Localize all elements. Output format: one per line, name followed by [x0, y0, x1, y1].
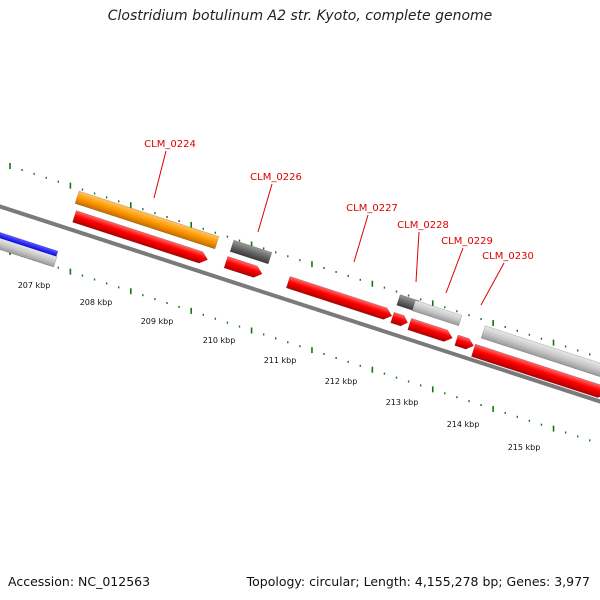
map-title: Clostridium botulinum A2 str. Kyoto, com… — [107, 8, 493, 24]
gene-clm-0230 — [471, 343, 600, 398]
gene-clm-0224-orange — [74, 190, 220, 250]
gene-clm-0229-light — [411, 299, 463, 327]
feature-track — [0, 190, 600, 398]
gene-label-leader — [153, 150, 167, 199]
gene-label: CLM_0224 — [144, 139, 196, 150]
scale-label: 212 kbp — [325, 377, 358, 386]
scale-label: 210 kbp — [203, 336, 236, 345]
light-gray-gene — [0, 234, 58, 268]
gene-label: CLM_0226 — [250, 172, 302, 183]
gene-label: CLM_0227 — [346, 203, 398, 214]
genome-backbone — [0, 204, 600, 404]
gene-label-leader — [257, 183, 273, 233]
scale-label: 208 kbp — [80, 298, 113, 307]
genome-info-text: Topology: circular; Length: 4,155,278 bp… — [246, 574, 590, 589]
scale-label: 214 kbp — [447, 420, 480, 429]
gene-clm-0226-dark — [229, 239, 273, 265]
gene-clm-0230-light — [480, 325, 600, 379]
gene-label-leader — [445, 247, 464, 294]
gene-label-leader — [480, 262, 505, 306]
gene-clm-0224 — [72, 210, 209, 264]
accession-text: Accession: NC_012563 — [8, 574, 151, 589]
gene-label-leader — [353, 214, 369, 263]
outer-tick-ring — [9, 163, 591, 356]
gene-labels: CLM_0224 CLM_0226 CLM_0227 CLM_0228 CLM_0229… — [144, 139, 534, 306]
gene-clm-0226 — [223, 256, 263, 278]
gene-clm-0230-small — [454, 334, 474, 350]
gene-label: CLM_0228 — [397, 220, 449, 231]
scale-label: 207 kbp — [18, 281, 51, 290]
gene-label: CLM_0230 — [482, 251, 534, 262]
gene-clm-0229 — [407, 317, 453, 342]
gene-label: CLM_0229 — [441, 236, 493, 247]
scale-label: 211 kbp — [264, 356, 297, 365]
gene-clm-0228 — [390, 311, 409, 327]
scale-labels: 207 kbp 208 kbp 209 kbp 210 kbp 211 kbp 212 k… — [18, 281, 541, 452]
backbone-line — [0, 204, 600, 404]
inner-tick-ring — [9, 249, 591, 442]
scale-label: 213 kbp — [386, 398, 419, 407]
scale-label: 215 kbp — [508, 443, 541, 452]
gene-clm-0227 — [285, 276, 393, 320]
gene-label-leader — [415, 231, 420, 283]
scale-label: 209 kbp — [141, 317, 174, 326]
